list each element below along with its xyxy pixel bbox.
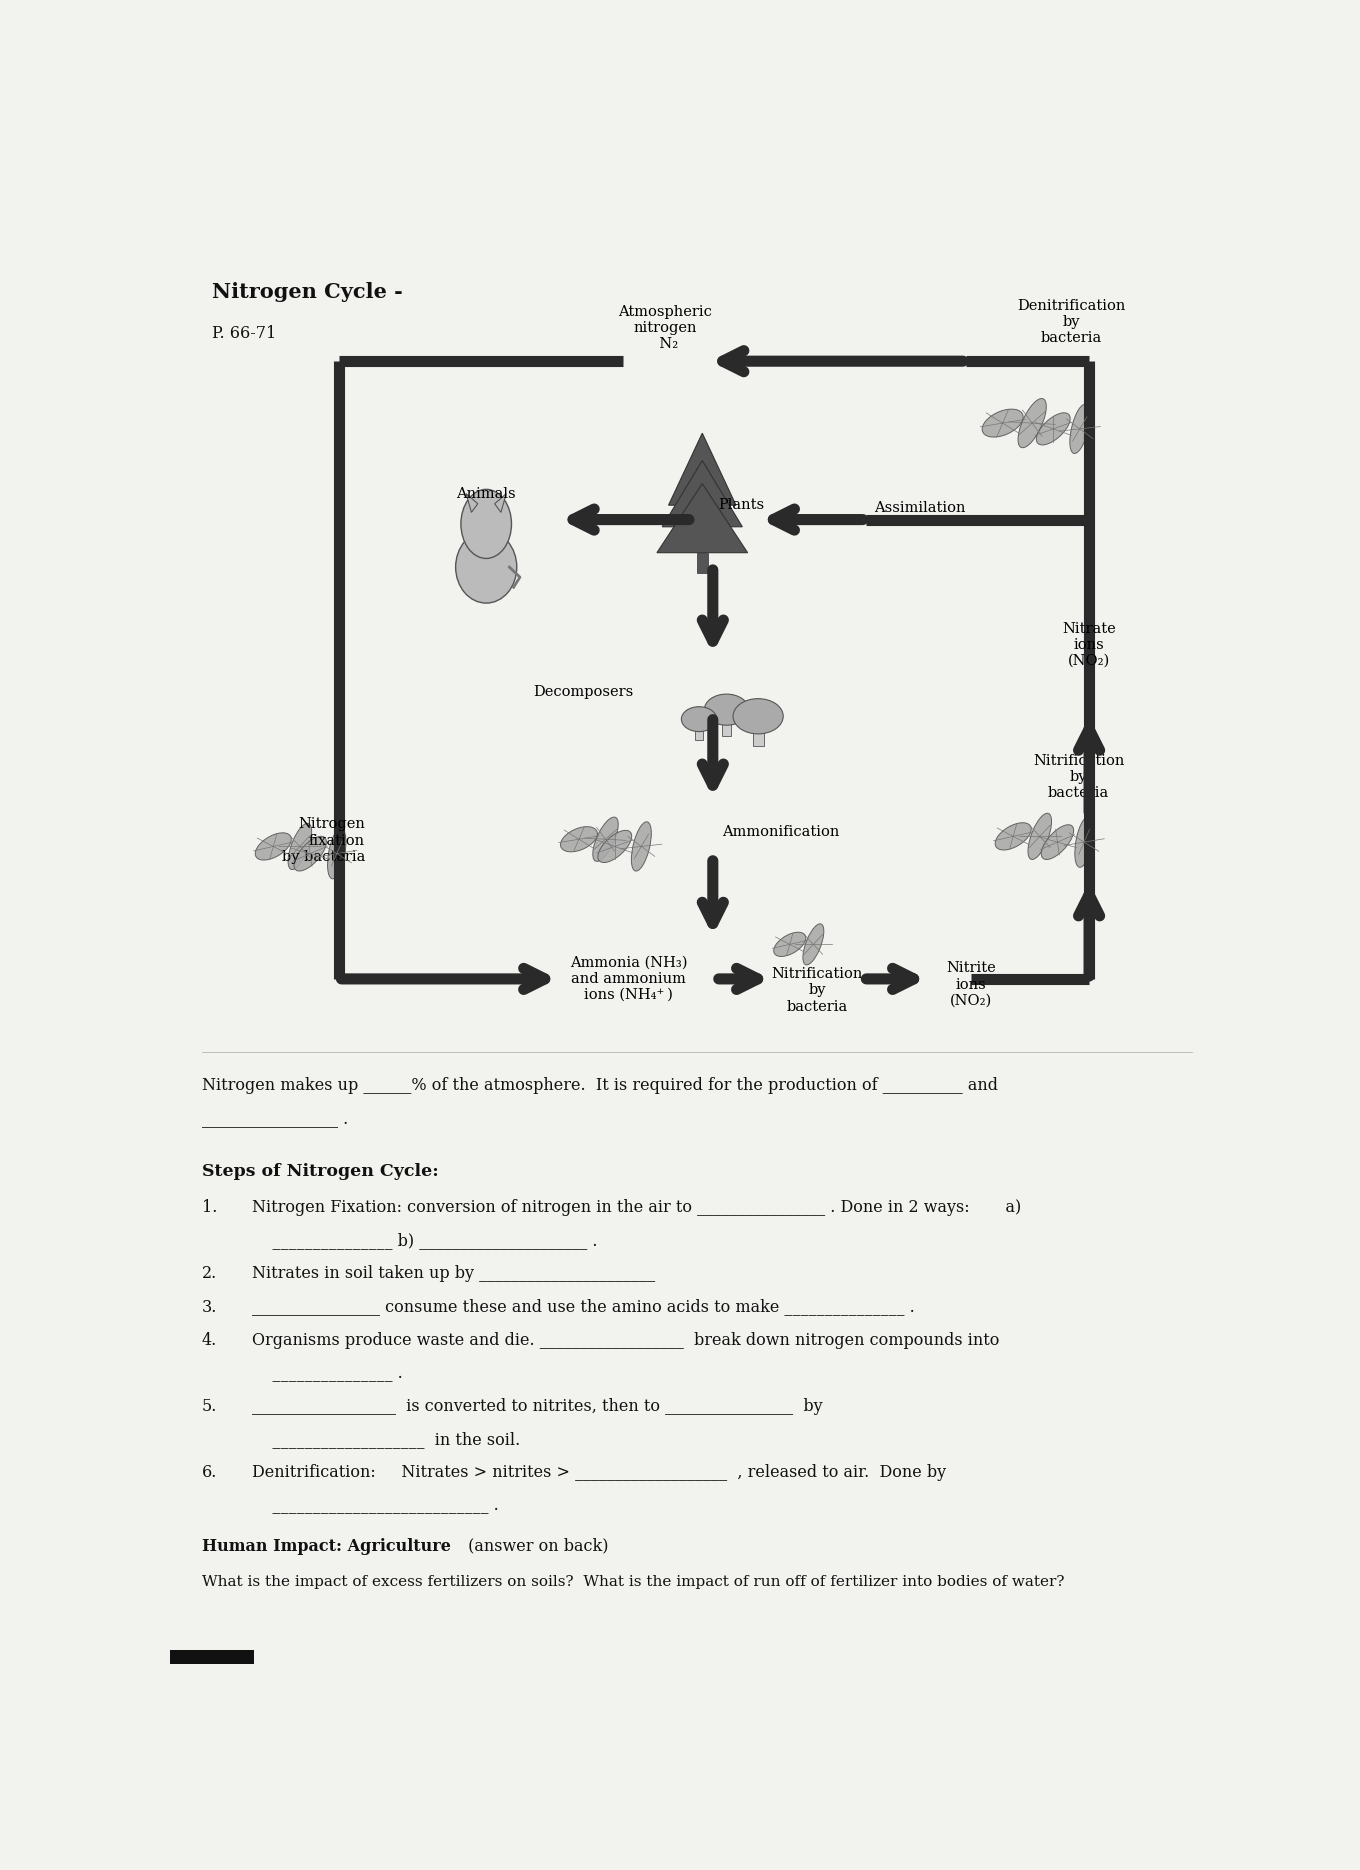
Text: Plants: Plants [718,497,764,512]
Text: Nitrogen Fixation: conversion of nitrogen in the air to ________________ . Done : Nitrogen Fixation: conversion of nitroge… [252,1199,1021,1216]
Ellipse shape [598,830,631,862]
Text: Steps of Nitrogen Cycle:: Steps of Nitrogen Cycle: [201,1163,438,1180]
Text: 3.: 3. [201,1298,218,1316]
Ellipse shape [256,832,291,860]
Text: Assimilation: Assimilation [874,501,966,514]
Text: ___________________________ .: ___________________________ . [252,1498,499,1515]
Polygon shape [657,484,748,554]
Bar [722,712,732,735]
Bar [696,554,707,572]
Text: ___________________  in the soil.: ___________________ in the soil. [252,1431,521,1447]
Ellipse shape [328,828,345,879]
Ellipse shape [774,933,805,956]
Ellipse shape [733,699,783,733]
Ellipse shape [593,817,619,862]
Ellipse shape [1028,813,1051,860]
Text: 2.: 2. [201,1266,216,1283]
Text: Denitrification:     Nitrates > nitrites > ___________________  , released to ai: Denitrification: Nitrates > nitrites > _… [252,1464,947,1481]
Text: Nitrate
ions
(NO₂): Nitrate ions (NO₂) [1062,621,1117,668]
Text: _________________ .: _________________ . [201,1111,348,1128]
Text: ________________ consume these and use the amino acids to make _______________ .: ________________ consume these and use t… [252,1298,915,1316]
Text: _______________ b) _____________________ .: _______________ b) _____________________… [252,1232,597,1249]
Ellipse shape [1019,398,1046,447]
Ellipse shape [631,821,651,871]
Text: Atmospheric
nitrogen
 N₂: Atmospheric nitrogen N₂ [619,305,713,352]
Text: 6.: 6. [201,1464,218,1481]
Ellipse shape [681,707,717,731]
Text: Nitrogen
fixation
by bacteria: Nitrogen fixation by bacteria [282,817,364,864]
Text: Denitrification
by
bacteria: Denitrification by bacteria [1017,299,1125,346]
Text: _______________ .: _______________ . [252,1365,403,1382]
Ellipse shape [456,531,517,604]
Polygon shape [466,494,477,512]
Ellipse shape [1036,413,1070,445]
Ellipse shape [1042,825,1073,860]
Text: Animals: Animals [457,486,515,501]
Ellipse shape [288,823,311,870]
Ellipse shape [294,836,326,871]
Bar [170,1649,254,1664]
Ellipse shape [982,410,1023,438]
Text: Nitrite
ions
(NO₂): Nitrite ions (NO₂) [947,961,996,1008]
Ellipse shape [996,823,1031,851]
Circle shape [461,490,511,559]
Text: Nitrogen makes up ______% of the atmosphere.  It is required for the production : Nitrogen makes up ______% of the atmosph… [201,1077,998,1094]
Text: 5.: 5. [201,1399,218,1416]
Text: Organisms produce waste and die. __________________  break down nitrogen compoun: Organisms produce waste and die. _______… [252,1331,1000,1348]
Polygon shape [669,434,736,505]
Polygon shape [662,460,743,527]
Text: Human Impact: Agriculture: Human Impact: Agriculture [201,1537,450,1554]
Ellipse shape [560,827,597,853]
Text: Ammonification: Ammonification [722,825,839,840]
Ellipse shape [1070,404,1089,454]
Text: Nitrification
by
bacteria: Nitrification by bacteria [1032,754,1125,800]
Ellipse shape [704,694,748,726]
Text: Nitrification
by
bacteria: Nitrification by bacteria [771,967,862,1014]
Text: Decomposers: Decomposers [533,686,634,699]
Text: __________________  is converted to nitrites, then to ________________  by: __________________ is converted to nitri… [252,1399,823,1416]
Polygon shape [495,494,506,512]
Text: Nitrates in soil taken up by ______________________: Nitrates in soil taken up by ___________… [252,1266,656,1283]
Bar [695,720,703,741]
Text: What is the impact of excess fertilizers on soils?  What is the impact of run of: What is the impact of excess fertilizers… [201,1575,1064,1590]
Text: 1.: 1. [201,1199,218,1216]
Text: Nitrogen Cycle -: Nitrogen Cycle - [212,282,403,301]
Text: P. 66-71: P. 66-71 [212,325,276,342]
Bar [752,718,763,746]
Text: 4.: 4. [201,1331,216,1348]
Ellipse shape [802,924,824,965]
Text: Ammonia (NH₃)
and ammonium
ions (NH₄⁺ ): Ammonia (NH₃) and ammonium ions (NH₄⁺ ) [570,956,687,1002]
Text: (answer on back): (answer on back) [462,1537,608,1554]
Ellipse shape [1074,817,1093,868]
